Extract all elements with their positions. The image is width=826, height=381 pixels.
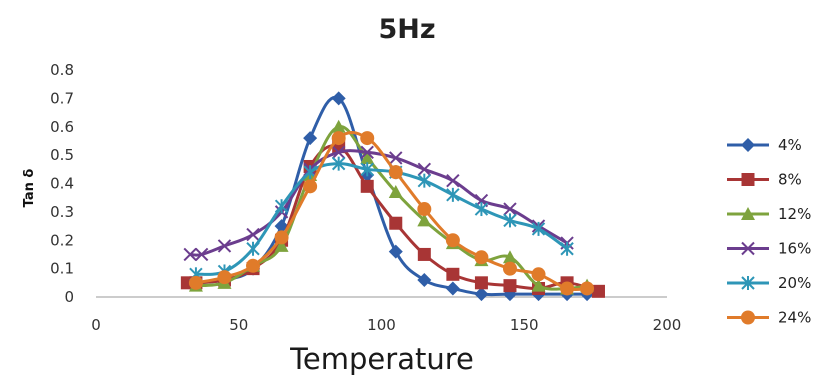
data-point-20pct xyxy=(246,241,260,256)
legend-item-20pct: 20% xyxy=(727,274,811,292)
y-tick-label: 0.6 xyxy=(50,118,74,136)
data-point-20pct xyxy=(531,221,546,236)
data-point-4pct xyxy=(445,281,460,296)
legend-item-24pct: 24% xyxy=(727,309,811,327)
data-point-16pct xyxy=(246,227,260,242)
data-point-12pct xyxy=(531,278,546,292)
data-point-24pct xyxy=(580,281,595,296)
data-point-12pct xyxy=(502,250,517,264)
data-point-16pct xyxy=(331,145,346,159)
y-tick-label: 0.3 xyxy=(50,203,74,221)
data-point-24pct xyxy=(274,230,289,245)
data-point-20pct xyxy=(474,202,489,217)
y-tick-label: 0.7 xyxy=(50,89,74,107)
data-point-24pct xyxy=(188,275,203,290)
data-point-20pct xyxy=(560,241,574,256)
legend-item-4pct: 4% xyxy=(727,136,802,154)
y-tick-label: 0.5 xyxy=(50,146,74,164)
series-layer xyxy=(180,91,605,302)
data-point-8pct xyxy=(389,216,403,230)
legend-marker-20pct xyxy=(741,276,755,290)
data-point-8pct xyxy=(360,179,374,193)
data-point-12pct xyxy=(417,213,432,227)
y-tick-label: 0.8 xyxy=(50,61,74,79)
legend-label: 16% xyxy=(778,240,811,258)
legend-label: 4% xyxy=(778,136,802,154)
data-point-16pct xyxy=(217,239,232,253)
legend-label: 20% xyxy=(778,274,811,292)
data-point-16pct xyxy=(446,173,460,188)
x-tick-label: 150 xyxy=(510,316,539,334)
data-point-12pct xyxy=(274,238,289,252)
data-point-20pct xyxy=(360,162,374,177)
data-point-20pct xyxy=(274,199,289,214)
data-point-4pct xyxy=(417,272,432,287)
series-24pct xyxy=(188,131,595,296)
data-point-4pct xyxy=(303,131,318,146)
data-point-24pct xyxy=(502,261,517,276)
data-point-12pct xyxy=(360,150,375,164)
data-point-24pct xyxy=(417,202,432,217)
data-point-16pct xyxy=(503,202,517,216)
data-point-16pct xyxy=(389,151,403,165)
data-point-24pct xyxy=(331,131,346,146)
legend-label: 12% xyxy=(778,205,811,223)
data-point-24pct xyxy=(360,131,375,146)
data-point-24pct xyxy=(246,258,261,273)
data-point-24pct xyxy=(445,233,460,248)
x-tick-label: 0 xyxy=(91,316,101,334)
chart-title: 5Hz xyxy=(378,14,435,45)
data-point-12pct xyxy=(388,185,403,199)
x-tick-label: 200 xyxy=(653,316,682,334)
data-point-20pct xyxy=(331,156,346,171)
data-point-4pct xyxy=(388,244,403,259)
data-point-4pct xyxy=(474,287,489,302)
x-tick-label: 100 xyxy=(367,316,396,334)
legend-marker-12pct xyxy=(741,207,755,220)
legend-label: 24% xyxy=(778,309,811,327)
data-point-8pct xyxy=(503,279,517,293)
data-point-12pct xyxy=(331,119,346,133)
y-tick-label: 0 xyxy=(64,288,74,306)
data-point-24pct xyxy=(531,267,546,282)
data-point-8pct xyxy=(417,247,431,261)
series-20pct xyxy=(189,156,574,282)
legend-marker-24pct xyxy=(741,310,755,325)
x-axis-label: Temperature xyxy=(289,342,474,376)
data-point-16pct xyxy=(183,247,197,262)
data-point-24pct xyxy=(388,165,403,180)
data-point-24pct xyxy=(560,281,575,296)
x-tick-label: 50 xyxy=(229,316,248,334)
data-point-8pct xyxy=(591,284,605,298)
y-tick-label: 0.4 xyxy=(50,175,74,193)
data-point-4pct xyxy=(331,91,346,106)
legend-marker-4pct xyxy=(741,138,755,152)
data-point-8pct xyxy=(446,267,460,281)
data-point-16pct xyxy=(360,145,374,159)
legend-item-12pct: 12% xyxy=(727,205,811,223)
axes: 0 0.1 0.2 0.3 0.4 0.5 0.6 0.7 0.8 0 50 100 150 200 xyxy=(50,61,681,334)
data-point-20pct xyxy=(503,213,517,228)
legend: 4% 8% 12% 16% 20% 24% xyxy=(727,136,811,327)
data-point-24pct xyxy=(303,179,318,194)
legend-marker-8pct xyxy=(741,173,755,186)
y-axis-label: Tan δ xyxy=(22,169,37,208)
data-point-16pct xyxy=(417,162,432,177)
legend-item-16pct: 16% xyxy=(727,240,811,258)
legend-item-8pct: 8% xyxy=(727,171,802,189)
data-point-24pct xyxy=(474,250,489,265)
data-point-8pct xyxy=(474,276,488,290)
data-point-24pct xyxy=(217,270,232,285)
y-tick-label: 0.1 xyxy=(50,260,74,278)
data-point-16pct xyxy=(194,247,209,262)
data-point-20pct xyxy=(446,187,460,202)
legend-marker-16pct xyxy=(741,241,755,256)
data-point-20pct xyxy=(417,173,432,188)
y-tick-label: 0.2 xyxy=(50,231,74,249)
legend-label: 8% xyxy=(778,171,802,189)
